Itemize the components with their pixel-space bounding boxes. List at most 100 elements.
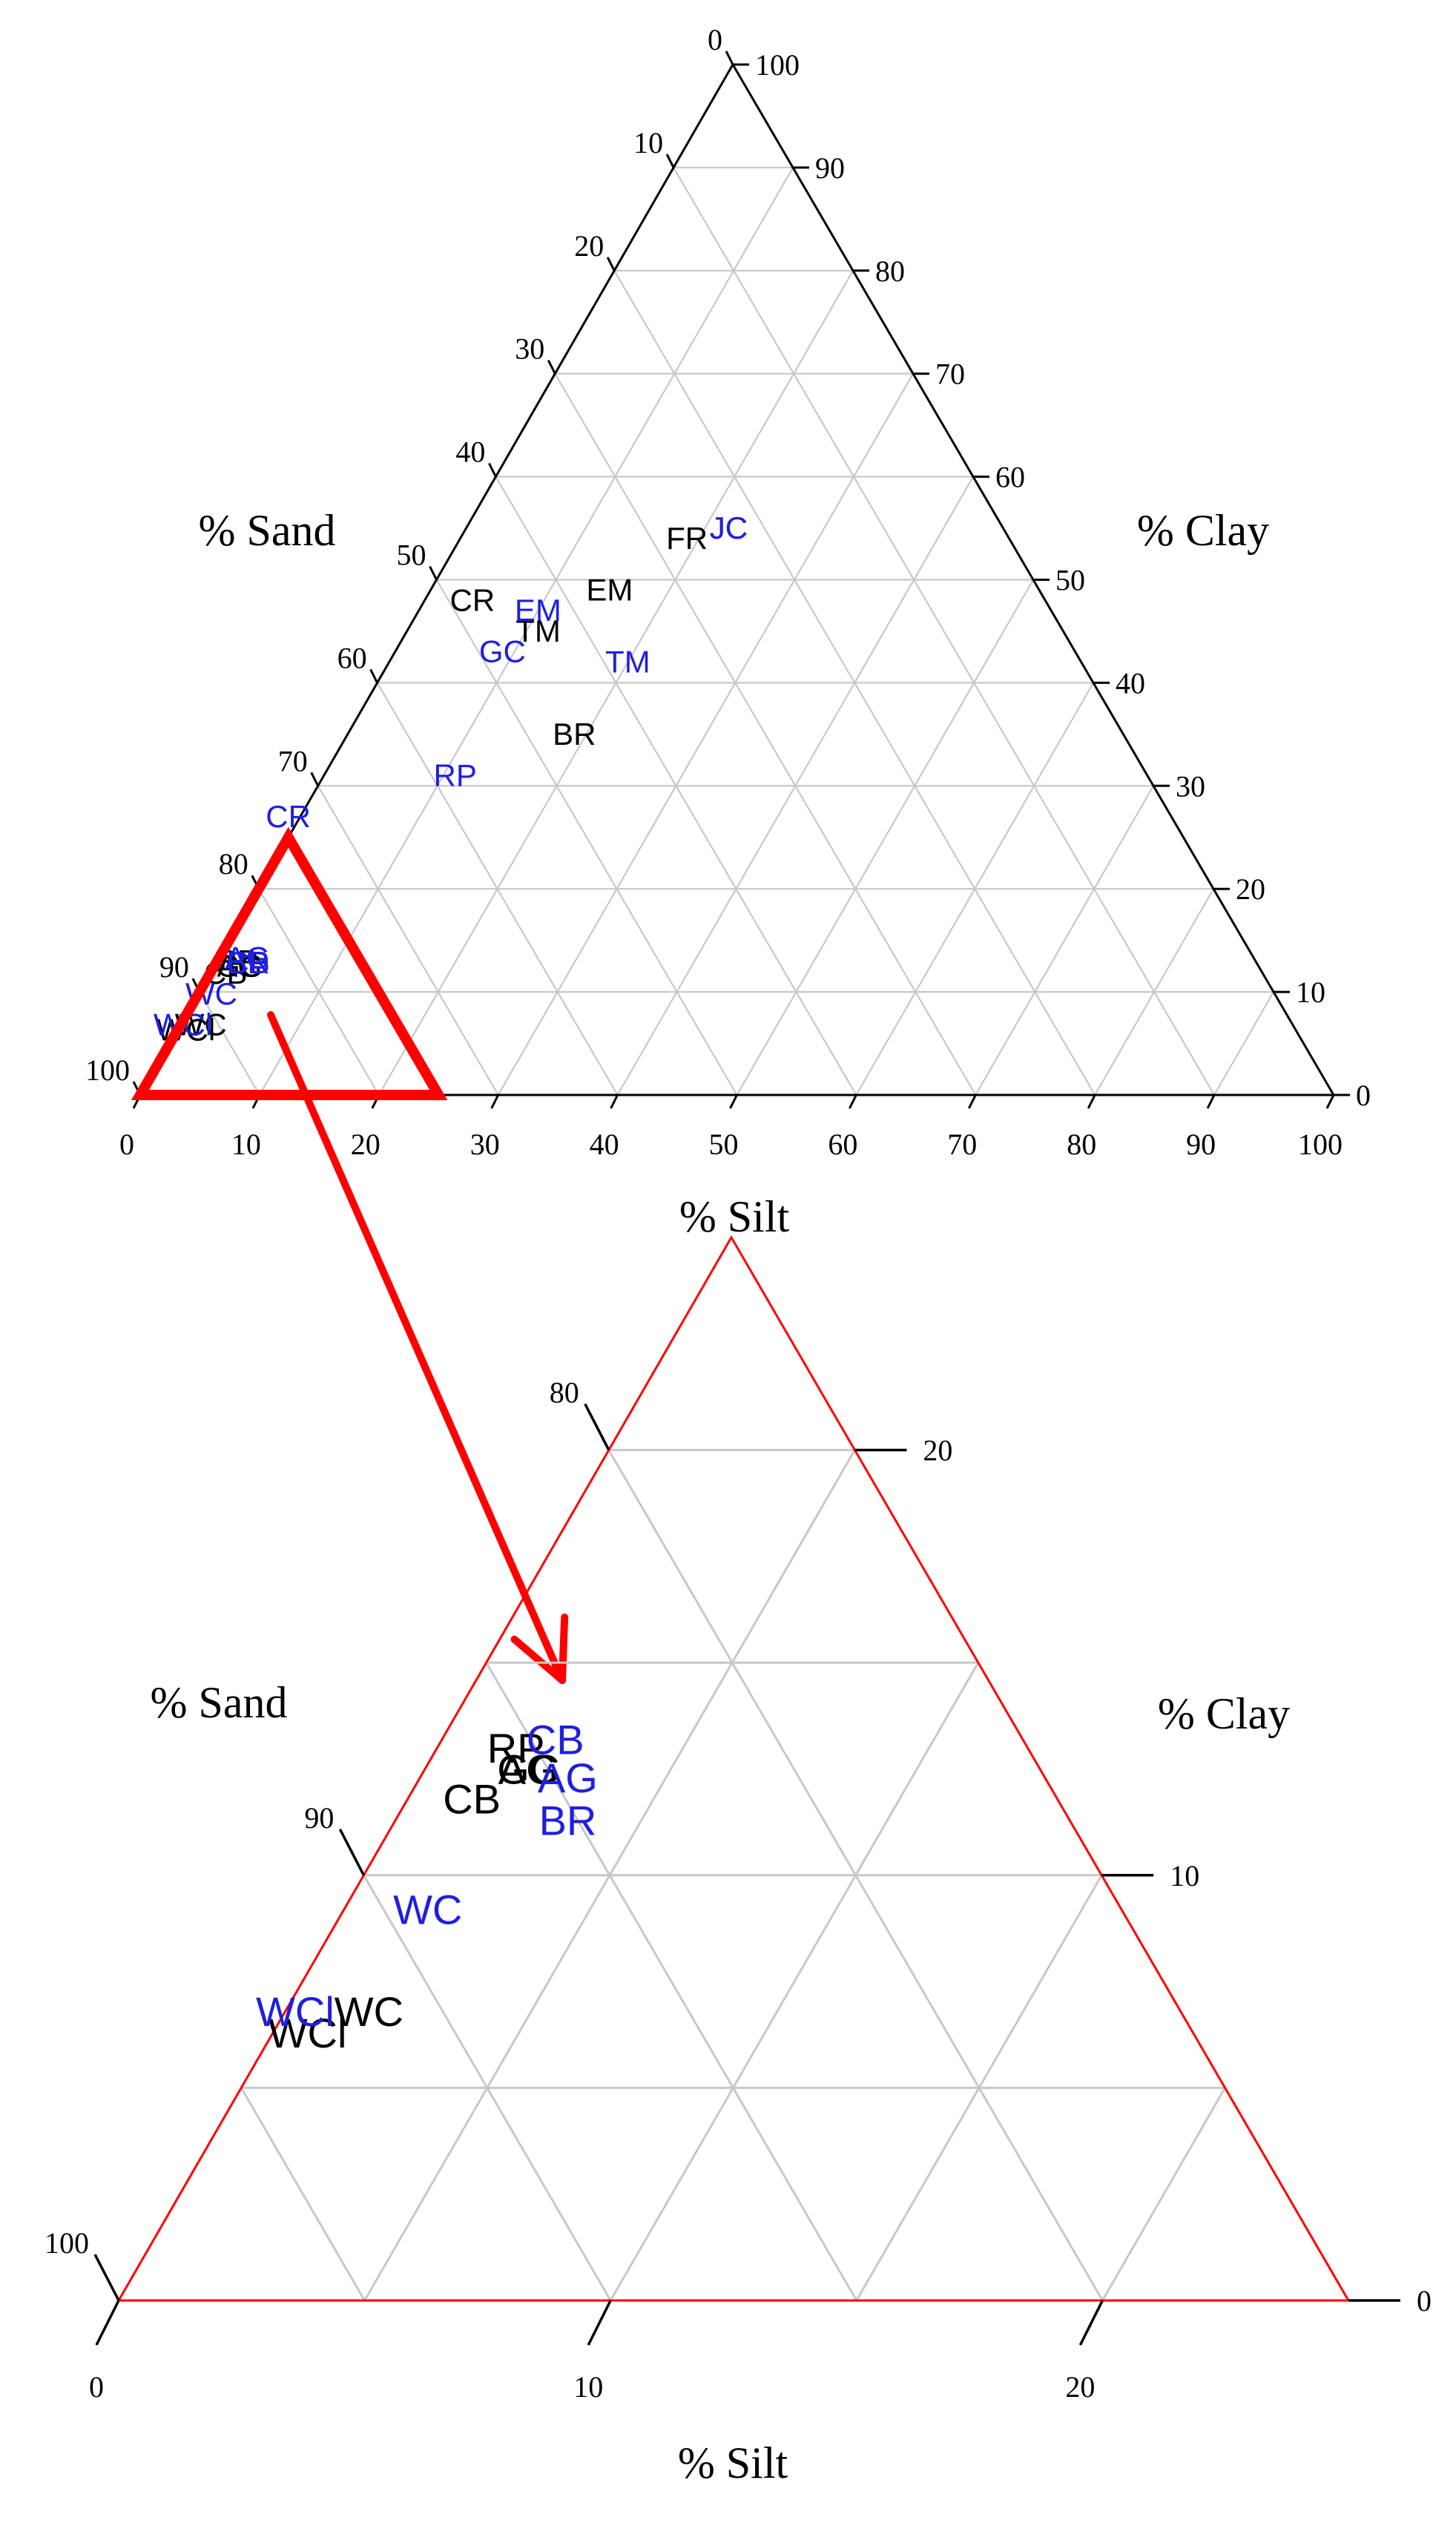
tick [731, 1095, 737, 1108]
data-point-label: RP [434, 757, 477, 792]
tick-label: 0 [89, 2370, 104, 2404]
tick [1080, 2300, 1102, 2345]
tick [96, 2300, 119, 2345]
tick-label: 10 [573, 2370, 603, 2404]
tick-label: 80 [875, 254, 905, 288]
tick-label: 80 [550, 1376, 579, 1410]
tick [430, 567, 437, 580]
tick-label: 50 [709, 1128, 739, 1161]
tick [312, 772, 318, 786]
data-point-label: FR [666, 521, 708, 556]
tick-label: 90 [304, 1801, 334, 1835]
tick [585, 1404, 609, 1450]
tick-label: 20 [1065, 2370, 1095, 2404]
data-point-label: CR [450, 582, 495, 617]
data-point-label: WC [393, 1887, 462, 1933]
clay-axis-label: % Clay [1137, 506, 1269, 555]
tick-label: 80 [1067, 1128, 1096, 1161]
tick [607, 257, 614, 271]
gridline [975, 786, 1153, 1095]
tick-label: 20 [923, 1434, 952, 1467]
tick-label: 30 [1176, 769, 1205, 803]
gridline [1102, 2088, 1225, 2300]
tick-label: 20 [351, 1128, 381, 1161]
tick [95, 2254, 119, 2300]
gridline [737, 580, 1034, 1096]
tick-label: 80 [219, 847, 248, 881]
tick [492, 1095, 498, 1108]
tick-label: 60 [995, 461, 1025, 494]
tick [849, 1095, 856, 1108]
sand-axis-label: % Sand [199, 506, 336, 555]
tick [1088, 1095, 1095, 1108]
tick [588, 2300, 610, 2345]
tick-label: 40 [590, 1128, 619, 1161]
silt-axis-label: % Silt [679, 1192, 790, 1241]
tick [489, 464, 495, 477]
tick-label: 100 [45, 2226, 89, 2260]
data-point-label: EM [515, 593, 561, 628]
tick [726, 51, 733, 65]
zoom-arrow-head [562, 1617, 564, 1680]
tick-label: 20 [1236, 872, 1265, 906]
main-ternary-panel: 0 10 20 30 40 50 60 70 80 90 100010203040506070809… [85, 23, 1371, 1241]
tick [371, 669, 378, 683]
gridline [555, 374, 975, 1095]
tick-label: 40 [1116, 666, 1145, 700]
tick-label: 0 [1417, 2284, 1432, 2318]
tick-label: 0 [1356, 1079, 1371, 1112]
tick-label: 70 [947, 1128, 977, 1161]
data-point-label: BR [553, 717, 596, 751]
tick-label: 90 [159, 950, 189, 984]
tick-label: 10 [633, 126, 663, 159]
data-point-label: AG [538, 1754, 598, 1801]
tick-label: 90 [1186, 1128, 1216, 1161]
tick-label: 100 [755, 48, 800, 82]
tick-label: 100 [85, 1053, 130, 1087]
tick [667, 154, 673, 168]
tick [340, 1829, 363, 1875]
tick [1208, 1095, 1214, 1108]
tick-label: 70 [278, 744, 308, 777]
sand-axis-label: % Sand [151, 1678, 288, 1727]
zoom-triangle-outline [119, 1237, 1348, 2300]
gridline [610, 1662, 978, 2300]
tick-label: 50 [1055, 564, 1085, 597]
tick [548, 361, 555, 374]
tick-label: 50 [397, 539, 426, 572]
data-point-label: EM [586, 572, 633, 607]
tick [611, 1095, 618, 1108]
data-point-label: JC [710, 510, 748, 545]
data-point-label: BR [539, 1797, 597, 1843]
tick-label: 0 [119, 1128, 134, 1161]
tick [969, 1095, 975, 1108]
tick-label: 70 [935, 358, 965, 391]
tick-label: 100 [1298, 1128, 1343, 1161]
data-point-label: CB [443, 1776, 501, 1823]
zoom-arrow [271, 1015, 562, 1680]
clay-axis-label: % Clay [1158, 1689, 1290, 1738]
data-point-label: WCl [256, 1988, 335, 2035]
tick-label: 30 [515, 332, 544, 366]
tick-label: 10 [231, 1128, 261, 1161]
tick [1327, 1095, 1334, 1108]
tick-label: 40 [455, 435, 485, 469]
gridline [673, 168, 1214, 1095]
silt-axis-label: % Silt [678, 2438, 788, 2487]
tick-label: 10 [1296, 976, 1325, 1009]
gridline [1214, 992, 1274, 1095]
data-point-label: BR [227, 945, 270, 980]
data-point-label: TM [605, 645, 650, 680]
tick-label: 90 [815, 151, 845, 185]
tick-label: 20 [574, 229, 604, 263]
tick-label: 10 [1170, 1859, 1199, 1892]
tick-label: 0 [708, 23, 722, 56]
tick-label: 60 [337, 641, 367, 674]
tick-label: 60 [828, 1128, 857, 1161]
tick-label: 30 [470, 1128, 500, 1161]
data-point-label: GC [479, 634, 526, 669]
gridline [241, 2088, 364, 2300]
